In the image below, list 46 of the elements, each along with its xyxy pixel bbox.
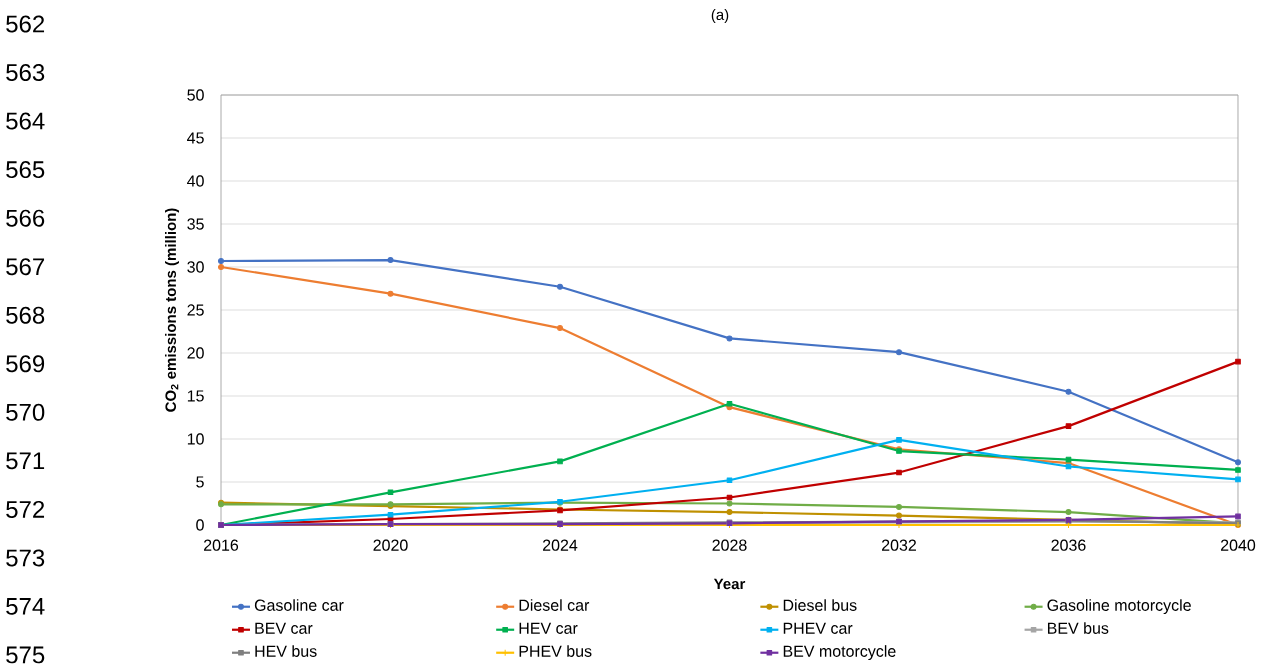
text: 567 xyxy=(6,258,45,276)
y-tick-label: 15 xyxy=(187,390,204,402)
x-tick-label: 2020 xyxy=(373,539,408,551)
legend-label: PHEV car xyxy=(783,622,853,634)
x-tick-label: 2024 xyxy=(543,539,578,551)
x-tick-label: 2016 xyxy=(204,539,239,551)
y-tick-label: 50 xyxy=(187,89,204,101)
y-tick-label: 25 xyxy=(187,304,204,316)
text: 572 xyxy=(6,500,45,518)
legend-label: Gasoline motorcycle xyxy=(1047,599,1191,615)
y-tick-label: 35 xyxy=(187,218,204,230)
y-tick-label: 30 xyxy=(187,261,204,273)
text: 575 xyxy=(6,646,45,664)
y-tick-label: 40 xyxy=(187,175,204,187)
text: 566 xyxy=(6,209,45,227)
legend-label: BEV car xyxy=(255,622,313,634)
legend-label: BEV bus xyxy=(1047,622,1109,634)
text: 571 xyxy=(6,452,45,470)
legend-label: PHEV bus xyxy=(519,645,592,657)
legend-label: HEV bus xyxy=(255,645,317,657)
legend-label: Gasoline car xyxy=(254,599,344,611)
x-tick-label: 2028 xyxy=(712,539,747,551)
y-tick-label: 45 xyxy=(187,132,204,144)
text: 564 xyxy=(6,112,45,130)
legend-label: HEV car xyxy=(519,622,578,634)
y-axis-title: CO$_{2}$ emissions tons (million) xyxy=(165,208,179,412)
text: 563 xyxy=(6,64,45,82)
text: 565 xyxy=(6,161,45,179)
text: 568 xyxy=(6,306,45,324)
text: 574 xyxy=(6,598,45,615)
x-axis-title: Year xyxy=(713,578,746,590)
text: 562 xyxy=(6,15,45,33)
text: 573 xyxy=(6,549,45,567)
y-tick-label: 0 xyxy=(196,519,204,531)
legend-label: Diesel bus xyxy=(783,599,857,611)
chart-title: (a) xyxy=(711,9,729,23)
y-tick-label: 20 xyxy=(187,347,204,359)
x-tick-label: 2040 xyxy=(1220,539,1256,551)
y-tick-label: 10 xyxy=(187,433,204,445)
legend-label: Diesel car xyxy=(519,599,590,611)
text: 569 xyxy=(6,355,45,373)
text: 570 xyxy=(6,403,45,421)
x-tick-label: 2036 xyxy=(1051,539,1086,551)
x-tick-label: 2032 xyxy=(882,539,916,551)
legend-label: BEV motorcycle xyxy=(783,645,896,661)
y-tick-label: 5 xyxy=(196,476,204,488)
